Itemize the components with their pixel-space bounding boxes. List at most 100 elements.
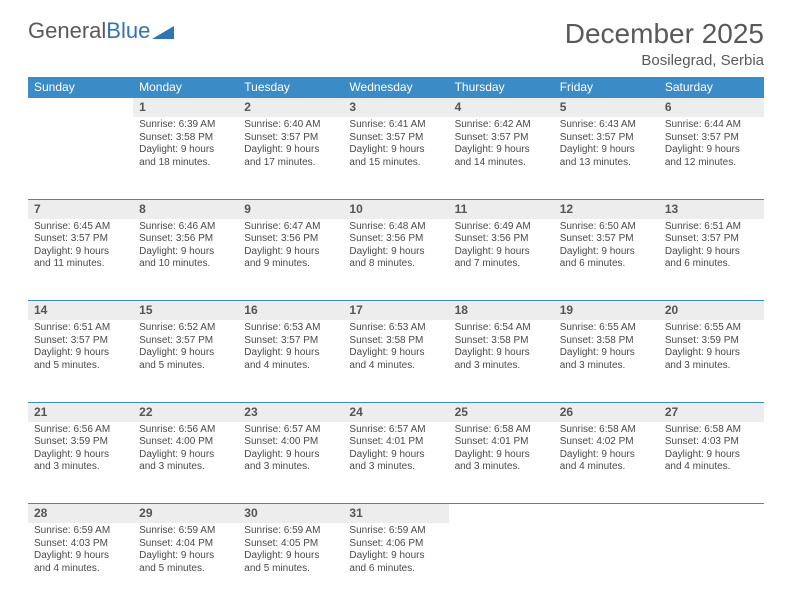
sunset-text: Sunset: 3:58 PM	[139, 132, 232, 145]
daylight-text: and 13 minutes.	[560, 157, 653, 170]
daylight-text: Daylight: 9 hours	[349, 550, 442, 563]
day-details: Sunrise: 6:58 AMSunset: 4:02 PMDaylight:…	[554, 422, 659, 478]
day-cell: Sunrise: 6:45 AMSunset: 3:57 PMDaylight:…	[28, 219, 133, 301]
sunset-text: Sunset: 4:03 PM	[34, 538, 127, 551]
day-cell: Sunrise: 6:41 AMSunset: 3:57 PMDaylight:…	[343, 117, 448, 199]
daylight-text: Daylight: 9 hours	[139, 144, 232, 157]
day-cell	[659, 523, 764, 605]
daylight-text: Daylight: 9 hours	[349, 246, 442, 259]
sunset-text: Sunset: 4:02 PM	[560, 436, 653, 449]
day-cell: Sunrise: 6:53 AMSunset: 3:57 PMDaylight:…	[238, 320, 343, 402]
daylight-text: Daylight: 9 hours	[34, 550, 127, 563]
day-cell: Sunrise: 6:57 AMSunset: 4:00 PMDaylight:…	[238, 422, 343, 504]
weekday-header: Thursday	[449, 77, 554, 98]
day-number: 2	[238, 98, 343, 118]
daylight-text: and 12 minutes.	[665, 157, 758, 170]
sunrise-text: Sunrise: 6:55 AM	[665, 322, 758, 335]
daylight-text: Daylight: 9 hours	[34, 347, 127, 360]
day-details: Sunrise: 6:57 AMSunset: 4:00 PMDaylight:…	[238, 422, 343, 478]
daylight-text: and 6 minutes.	[349, 563, 442, 576]
day-cell	[554, 523, 659, 605]
day-cell: Sunrise: 6:55 AMSunset: 3:58 PMDaylight:…	[554, 320, 659, 402]
sunset-text: Sunset: 3:57 PM	[560, 132, 653, 145]
day-details: Sunrise: 6:48 AMSunset: 3:56 PMDaylight:…	[343, 219, 448, 275]
daylight-text: and 6 minutes.	[560, 258, 653, 271]
day-number: 10	[343, 199, 448, 219]
day-cell: Sunrise: 6:59 AMSunset: 4:05 PMDaylight:…	[238, 523, 343, 605]
day-cell: Sunrise: 6:40 AMSunset: 3:57 PMDaylight:…	[238, 117, 343, 199]
sunrise-text: Sunrise: 6:56 AM	[34, 424, 127, 437]
day-details: Sunrise: 6:40 AMSunset: 3:57 PMDaylight:…	[238, 117, 343, 173]
sunset-text: Sunset: 4:01 PM	[455, 436, 548, 449]
sunrise-text: Sunrise: 6:48 AM	[349, 221, 442, 234]
day-details: Sunrise: 6:41 AMSunset: 3:57 PMDaylight:…	[343, 117, 448, 173]
daylight-text: Daylight: 9 hours	[244, 550, 337, 563]
day-cell: Sunrise: 6:54 AMSunset: 3:58 PMDaylight:…	[449, 320, 554, 402]
daylight-text: Daylight: 9 hours	[349, 347, 442, 360]
sunrise-text: Sunrise: 6:59 AM	[244, 525, 337, 538]
sunrise-text: Sunrise: 6:59 AM	[139, 525, 232, 538]
sunset-text: Sunset: 3:57 PM	[244, 132, 337, 145]
sunset-text: Sunset: 3:57 PM	[244, 335, 337, 348]
sunset-text: Sunset: 4:00 PM	[139, 436, 232, 449]
sunset-text: Sunset: 3:56 PM	[349, 233, 442, 246]
day-number: 25	[449, 402, 554, 422]
sunrise-text: Sunrise: 6:39 AM	[139, 119, 232, 132]
day-number: 8	[133, 199, 238, 219]
daylight-text: and 3 minutes.	[455, 461, 548, 474]
sunset-text: Sunset: 4:00 PM	[244, 436, 337, 449]
daylight-text: Daylight: 9 hours	[455, 449, 548, 462]
daylight-text: and 5 minutes.	[139, 360, 232, 373]
daylight-text: Daylight: 9 hours	[560, 144, 653, 157]
daylight-text: and 3 minutes.	[560, 360, 653, 373]
day-details: Sunrise: 6:42 AMSunset: 3:57 PMDaylight:…	[449, 117, 554, 173]
day-number: 21	[28, 402, 133, 422]
daylight-text: and 3 minutes.	[34, 461, 127, 474]
sunrise-text: Sunrise: 6:51 AM	[665, 221, 758, 234]
day-cell: Sunrise: 6:59 AMSunset: 4:04 PMDaylight:…	[133, 523, 238, 605]
day-number: 12	[554, 199, 659, 219]
weekday-header: Saturday	[659, 77, 764, 98]
daylight-text: Daylight: 9 hours	[665, 246, 758, 259]
daylight-text: Daylight: 9 hours	[560, 347, 653, 360]
day-cell: Sunrise: 6:53 AMSunset: 3:58 PMDaylight:…	[343, 320, 448, 402]
day-number: 1	[133, 98, 238, 118]
day-number: 28	[28, 504, 133, 524]
daylight-text: Daylight: 9 hours	[349, 144, 442, 157]
daylight-text: Daylight: 9 hours	[139, 347, 232, 360]
daylight-text: Daylight: 9 hours	[455, 246, 548, 259]
day-number: 23	[238, 402, 343, 422]
day-number: 4	[449, 98, 554, 118]
day-cell: Sunrise: 6:48 AMSunset: 3:56 PMDaylight:…	[343, 219, 448, 301]
day-details: Sunrise: 6:39 AMSunset: 3:58 PMDaylight:…	[133, 117, 238, 173]
sunrise-text: Sunrise: 6:55 AM	[560, 322, 653, 335]
daylight-text: and 5 minutes.	[139, 563, 232, 576]
weekday-header: Friday	[554, 77, 659, 98]
day-details: Sunrise: 6:57 AMSunset: 4:01 PMDaylight:…	[343, 422, 448, 478]
sunset-text: Sunset: 3:58 PM	[455, 335, 548, 348]
day-content-row: Sunrise: 6:56 AMSunset: 3:59 PMDaylight:…	[28, 422, 764, 504]
sunset-text: Sunset: 3:57 PM	[665, 233, 758, 246]
sunrise-text: Sunrise: 6:44 AM	[665, 119, 758, 132]
day-number-row: 21222324252627	[28, 402, 764, 422]
daylight-text: and 8 minutes.	[349, 258, 442, 271]
daylight-text: Daylight: 9 hours	[349, 449, 442, 462]
day-details: Sunrise: 6:53 AMSunset: 3:57 PMDaylight:…	[238, 320, 343, 376]
logo-triangle-icon	[152, 23, 174, 39]
day-number: 15	[133, 301, 238, 321]
daylight-text: Daylight: 9 hours	[244, 144, 337, 157]
day-details: Sunrise: 6:44 AMSunset: 3:57 PMDaylight:…	[659, 117, 764, 173]
daylight-text: and 4 minutes.	[34, 563, 127, 576]
daylight-text: and 6 minutes.	[665, 258, 758, 271]
day-number	[28, 98, 133, 118]
day-number: 20	[659, 301, 764, 321]
day-cell: Sunrise: 6:46 AMSunset: 3:56 PMDaylight:…	[133, 219, 238, 301]
sunrise-text: Sunrise: 6:40 AM	[244, 119, 337, 132]
daylight-text: and 5 minutes.	[244, 563, 337, 576]
day-number: 30	[238, 504, 343, 524]
sunset-text: Sunset: 3:56 PM	[455, 233, 548, 246]
daylight-text: Daylight: 9 hours	[34, 246, 127, 259]
day-number-row: 123456	[28, 98, 764, 118]
day-details: Sunrise: 6:59 AMSunset: 4:03 PMDaylight:…	[28, 523, 133, 579]
daylight-text: and 14 minutes.	[455, 157, 548, 170]
